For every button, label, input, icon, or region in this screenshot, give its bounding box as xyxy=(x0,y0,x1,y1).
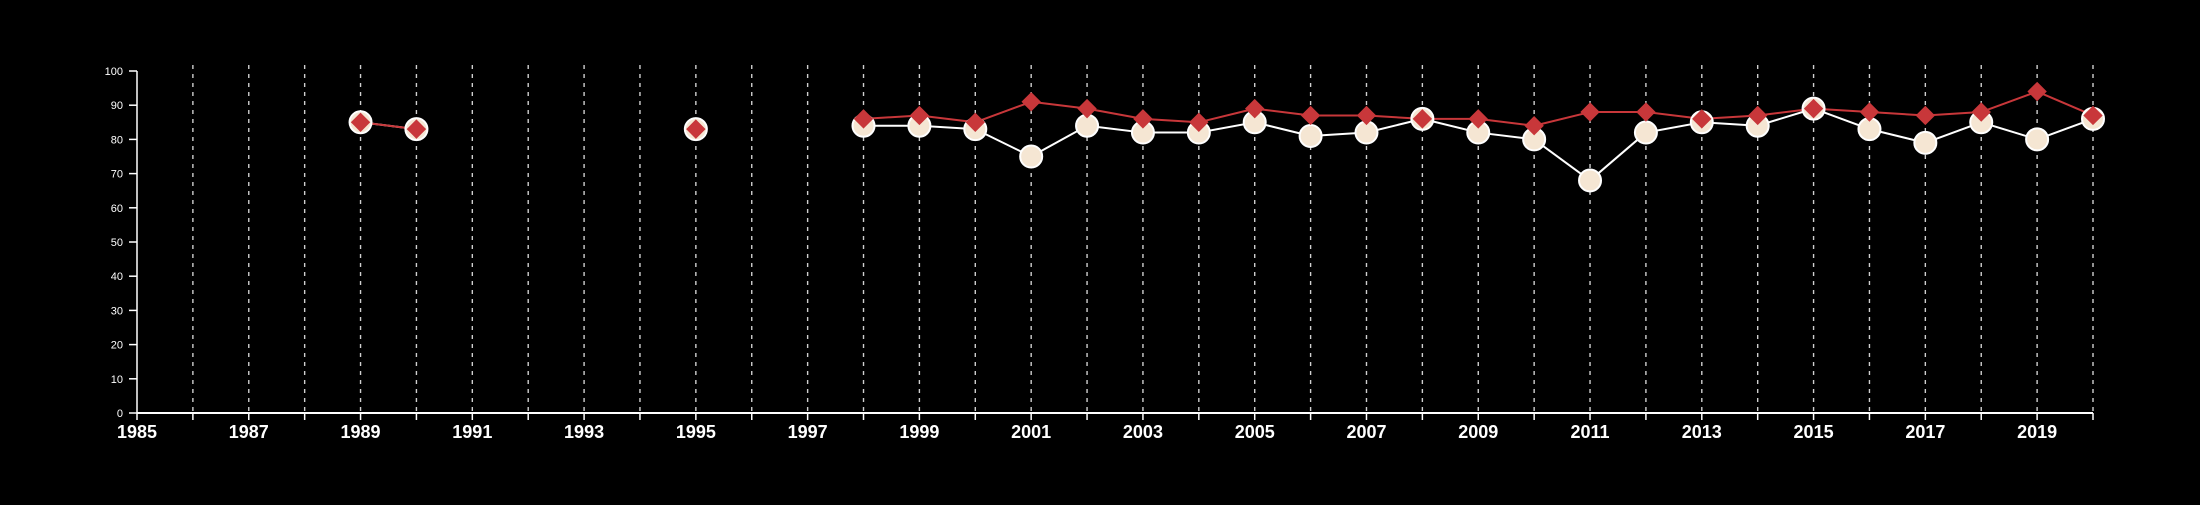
series-1-segment xyxy=(1254,107,1311,117)
series-1-segment xyxy=(1198,107,1255,124)
y-tick-label: 50 xyxy=(111,237,123,249)
series-0-segment xyxy=(1589,131,1647,182)
series-0-point-2012 xyxy=(1633,120,1658,145)
x-tick-label: 1991 xyxy=(452,422,492,442)
data-series xyxy=(348,81,2105,193)
series-1-point-1990 xyxy=(406,119,427,139)
x-tick-label: 1985 xyxy=(117,422,157,442)
series-1-point-2000 xyxy=(965,112,985,133)
series-1-point-1999 xyxy=(909,105,930,126)
x-tick-label: 2011 xyxy=(1570,422,1609,442)
x-tick-label: 1989 xyxy=(341,422,381,442)
x-tick-label: 1987 xyxy=(229,422,269,442)
series-1-point-2020 xyxy=(2083,105,2103,126)
series-1-point-2013 xyxy=(1692,109,1712,129)
axes: 0 10 20 30 40 50 60 70 80 90 100 1985 1987 1989 1991 19… xyxy=(105,66,2094,442)
x-tick-label: 2003 xyxy=(1123,422,1163,442)
y-tick-label: 80 xyxy=(111,134,123,146)
y-tick-label: 20 xyxy=(111,340,123,352)
series-1-segment xyxy=(1031,100,1088,110)
x-tick-label: 2015 xyxy=(1794,422,1834,442)
series-1-point-1998 xyxy=(853,109,874,129)
series-1-point-2015 xyxy=(1803,98,1824,119)
series-0-point-2006 xyxy=(1298,123,1323,148)
grid-lines xyxy=(192,65,2094,413)
series-1-segment xyxy=(1980,90,2038,113)
x-tick-label: 1999 xyxy=(899,422,939,442)
x-tick-label: 2005 xyxy=(1235,422,1275,442)
series-1-segment xyxy=(919,114,976,124)
series-1-point-2010 xyxy=(1524,116,1544,136)
series-1-segment xyxy=(1925,111,1982,117)
x-tick-label: 2001 xyxy=(1011,422,1051,442)
x-tick-label: 2013 xyxy=(1682,422,1722,442)
series-1-point-2001 xyxy=(1021,92,1041,112)
series-1-point-2011 xyxy=(1580,102,1600,122)
y-tick-label: 100 xyxy=(105,66,123,78)
x-tick-label: 1995 xyxy=(676,422,716,442)
y-tick-label: 70 xyxy=(111,169,123,181)
series-1-segment xyxy=(1142,117,1199,124)
y-tick-label: 30 xyxy=(111,305,123,317)
series-1-point-2014 xyxy=(1747,105,1768,126)
series-1-point-2008 xyxy=(1412,109,1433,129)
series-1-point-1989 xyxy=(350,112,371,133)
series-0-point-2011 xyxy=(1578,168,1603,193)
series-1-point-2017 xyxy=(1915,105,1936,126)
x-tick-label: 1997 xyxy=(788,422,828,442)
y-tick-label: 60 xyxy=(111,203,123,215)
series-1-point-2012 xyxy=(1636,102,1656,122)
series-1-point-2019 xyxy=(2027,81,2047,102)
series-1-point-1995 xyxy=(686,119,706,139)
series-1-segment xyxy=(1533,111,1591,127)
series-1-segment xyxy=(1478,117,1535,127)
series-1-point-2002 xyxy=(1077,98,1097,119)
y-tick-label: 10 xyxy=(111,374,123,386)
series-1-point-2016 xyxy=(1859,102,1880,122)
series-1-point-2005 xyxy=(1245,98,1265,119)
series-1-segment xyxy=(1086,107,1144,120)
series-0-point-2019 xyxy=(2025,127,2050,152)
y-tick-label: 90 xyxy=(111,100,123,112)
series-0-point-2001 xyxy=(1019,144,1044,169)
y-tick-label: 0 xyxy=(117,408,123,420)
y-tick-label: 40 xyxy=(111,271,123,283)
x-tick-label: 2009 xyxy=(1458,422,1498,442)
series-1-point-2018 xyxy=(1971,102,1991,122)
series-0-point-2017 xyxy=(1913,130,1938,155)
series-1-segment xyxy=(974,100,1032,124)
series-1-point-2009 xyxy=(1468,109,1488,129)
series-1-point-2007 xyxy=(1356,105,1377,126)
x-tick-label: 2007 xyxy=(1346,422,1386,442)
series-1-point-2006 xyxy=(1300,105,1321,126)
x-tick-label: 2019 xyxy=(2017,422,2057,442)
series-1-segment xyxy=(1869,111,1926,117)
x-tick-label: 2017 xyxy=(1905,422,1945,442)
series-1-point-2003 xyxy=(1133,109,1153,129)
x-tick-label: 1993 xyxy=(564,422,604,442)
series-1-point-2004 xyxy=(1189,112,1209,133)
